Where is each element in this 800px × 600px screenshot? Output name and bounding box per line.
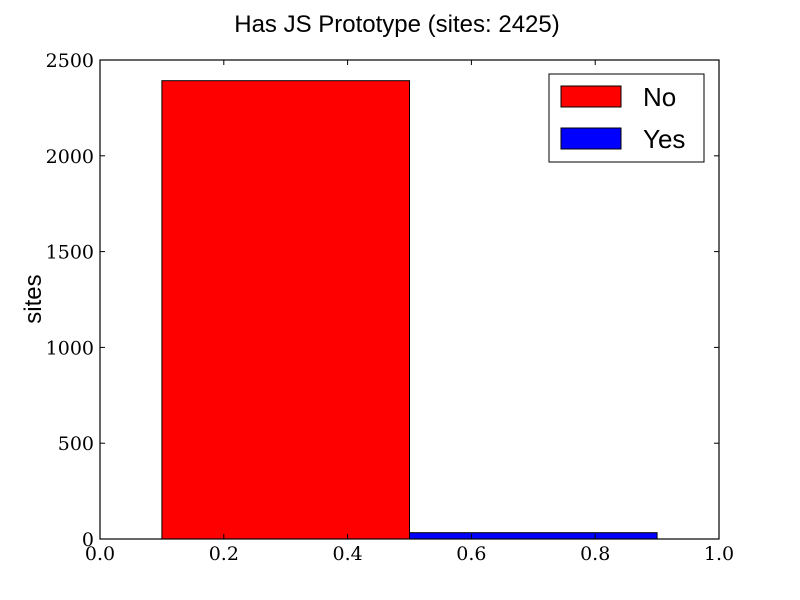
bars-layer <box>161 80 658 540</box>
x-tick-label: 0.6 <box>456 543 486 565</box>
y-tick-label: 2000 <box>46 146 94 168</box>
plot-frame <box>99 59 720 540</box>
x-tick-label: 0.0 <box>85 543 115 565</box>
y-tick-label: 1000 <box>46 337 94 359</box>
y-tick-label: 2500 <box>46 50 94 72</box>
y-tick-label: 500 <box>58 433 94 455</box>
bar-no <box>161 80 410 540</box>
chart-title: Has JS Prototype (sites: 2425) <box>234 11 559 38</box>
y-tick-label: 0 <box>82 529 94 551</box>
x-tick-label: 0.2 <box>209 543 239 565</box>
legend: No Yes <box>548 73 705 163</box>
legend-label-yes: Yes <box>643 124 685 154</box>
legend-swatch-yes <box>560 127 622 150</box>
x-tick-label: 0.4 <box>332 543 362 565</box>
bar-yes <box>409 532 658 540</box>
y-axis-label: sites <box>20 274 47 323</box>
ticks-layer: 0.0 0.2 0.4 0.6 0.8 1.0 0 500 1000 1500 2000 2500 <box>46 50 734 565</box>
x-tick-label: 1.0 <box>704 543 734 565</box>
legend-swatch-no <box>560 85 622 108</box>
y-tick-label: 1500 <box>46 242 94 264</box>
legend-label-no: No <box>643 82 676 112</box>
x-tick-label: 0.8 <box>580 543 610 565</box>
